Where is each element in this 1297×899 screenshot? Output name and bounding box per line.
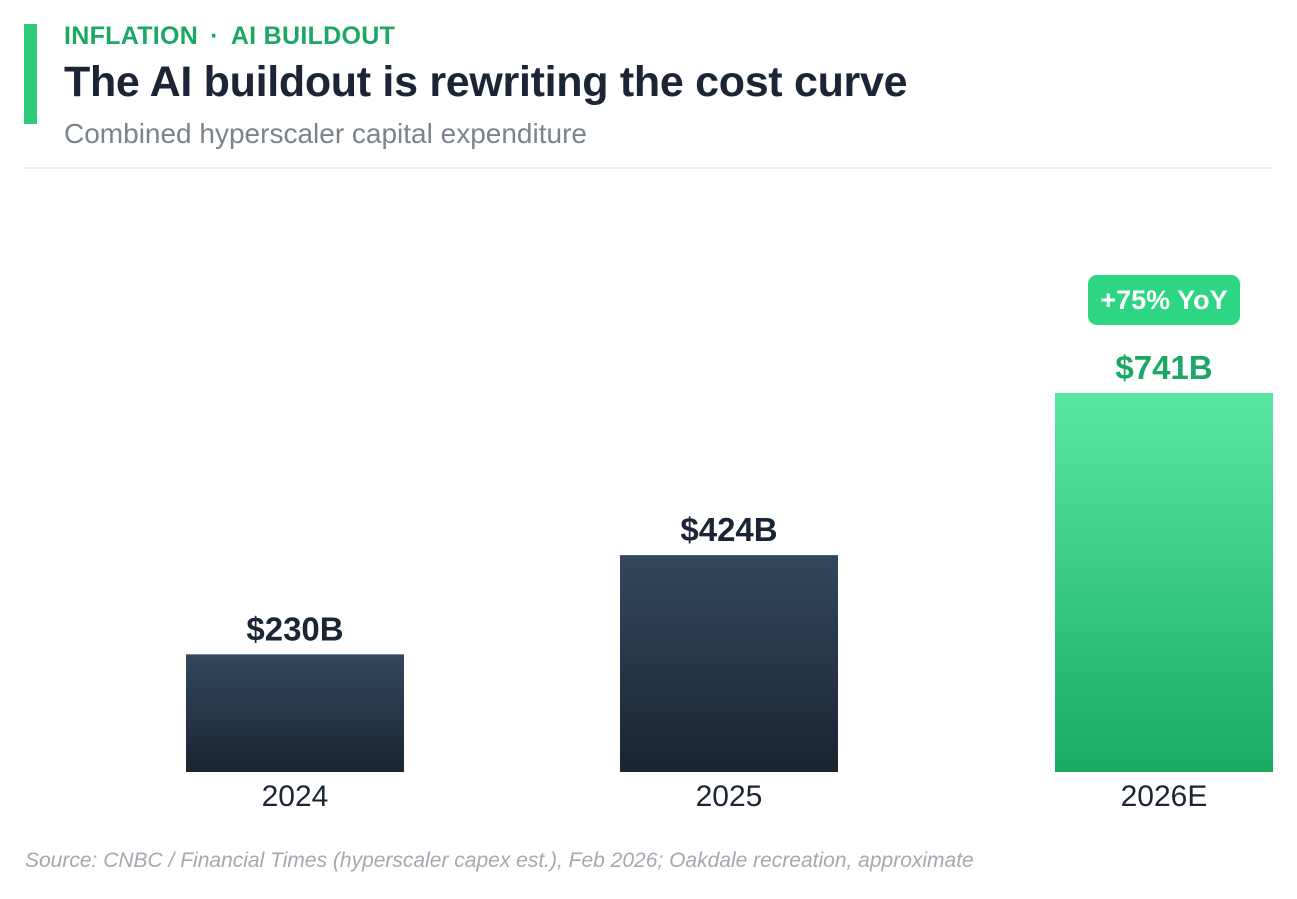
header-divider: [24, 167, 1273, 169]
category-label-2026e: 2026E: [1121, 780, 1208, 813]
accent-bar: [24, 24, 37, 124]
value-label-2026e: $741B: [1115, 349, 1212, 386]
chart-subtitle: Combined hyperscaler capital expenditure: [64, 118, 587, 149]
eyebrow: INFLATION · AI BUILDOUT: [64, 22, 395, 51]
bar-2025: [620, 555, 838, 772]
chart-title: The AI buildout is rewriting the cost cu…: [64, 58, 908, 106]
eyebrow-category: INFLATION: [64, 22, 199, 50]
yoy-badge-background: [1088, 275, 1240, 325]
eyebrow-topic: AI BUILDOUT: [230, 22, 396, 50]
value-label-2025: $424B: [680, 511, 777, 548]
category-label-2025: 2025: [696, 780, 763, 813]
eyebrow-separator: ·: [210, 22, 219, 50]
source-note: Source: CNBC / Financial Times (hypersca…: [25, 849, 974, 872]
yoy-badge: +75% YoY: [1088, 275, 1240, 325]
bars-layer: $230B 2024 $424B 2025 $741B 2026E +75% YoY: [186, 275, 1273, 813]
yoy-badge-text: +75% YoY: [1100, 285, 1227, 315]
value-label-2024: $230B: [246, 610, 343, 647]
bar-2024: [186, 654, 404, 772]
category-label-2024: 2024: [262, 780, 329, 813]
bar-2026e: [1055, 393, 1273, 772]
